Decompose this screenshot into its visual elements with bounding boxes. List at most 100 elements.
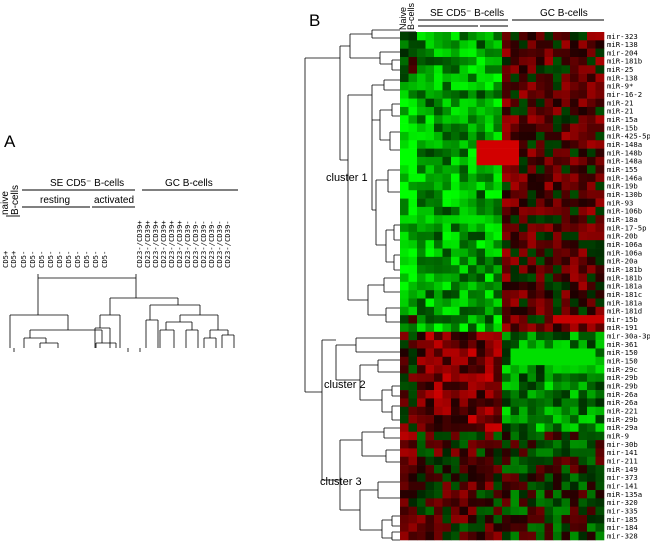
heatmap-cell (595, 398, 605, 408)
heatmap-cell (417, 315, 426, 324)
heatmap-cell (519, 131, 528, 141)
heatmap-cell (459, 373, 469, 383)
heatmap-cell (544, 531, 554, 541)
heatmap-cell (468, 465, 477, 474)
heatmap-cell (485, 456, 494, 466)
heatmap-cell (434, 431, 443, 441)
mirna-label: miR-20a (607, 257, 638, 266)
heatmap-cell (459, 323, 469, 333)
heatmap-cell (408, 165, 418, 174)
heatmap-cell (493, 340, 503, 349)
heatmap-cell (502, 273, 511, 283)
heatmap-cell (544, 306, 554, 316)
heatmap-cell (595, 148, 605, 158)
heatmap-cell (442, 40, 452, 49)
heatmap-cell (544, 140, 554, 149)
heatmap-cell (595, 215, 605, 224)
heatmap-cell (493, 32, 503, 41)
heatmap-cell (510, 473, 520, 483)
heatmap-cell (485, 315, 494, 324)
heatmap-cell (485, 348, 494, 358)
heatmap-cell (451, 231, 460, 241)
heatmap-cell (476, 423, 486, 433)
heatmap-cell (442, 365, 452, 374)
heatmap-cell (434, 456, 443, 466)
heatmap-cell (510, 323, 520, 333)
heatmap-cell (536, 431, 545, 441)
heatmap-cell (544, 206, 554, 216)
heatmap-cell (493, 331, 503, 341)
heatmap-cell (544, 248, 554, 258)
heatmap-cell (502, 106, 511, 116)
heatmap-cell (408, 123, 418, 133)
heatmap-cell (476, 348, 486, 358)
heatmap-cell (434, 398, 443, 408)
heatmap-cell (485, 98, 494, 108)
heatmap-cell (476, 273, 486, 283)
heatmap-cell (544, 81, 554, 91)
heatmap-cell (587, 281, 596, 291)
heatmap-cell (459, 256, 469, 266)
heatmap-cell (519, 515, 528, 524)
heatmap-cell (510, 290, 520, 299)
heatmap-cell (408, 131, 418, 141)
heatmap-cell (595, 198, 605, 208)
heatmap-cell (510, 173, 520, 183)
heatmap-cell (519, 406, 528, 416)
heatmap-cell (570, 415, 579, 424)
heatmap-cell (502, 73, 511, 83)
se-group-label: SE CD5⁻ B-cells (50, 178, 124, 189)
heatmap-cell (485, 240, 494, 249)
heatmap-cell (476, 90, 486, 99)
heatmap-cell (434, 315, 443, 324)
heatmap-cell (519, 415, 528, 424)
heatmap-cell (527, 456, 537, 466)
heatmap-cell (527, 281, 537, 291)
heatmap-cell (561, 181, 571, 191)
heatmap-cell (417, 231, 426, 241)
heatmap-cell (544, 156, 554, 166)
heatmap-cell (561, 356, 571, 366)
heatmap-cell (425, 473, 435, 483)
heatmap-cell (536, 190, 545, 199)
heatmap-cell (502, 481, 511, 491)
heatmap-cell (417, 56, 426, 66)
heatmap-cell (527, 256, 537, 266)
heatmap-cell (502, 515, 511, 524)
heatmap-cell (536, 340, 545, 349)
heatmap-cell (595, 331, 605, 341)
heatmap-cell (502, 490, 511, 499)
heatmap-cell (519, 273, 528, 283)
heatmap-cell (400, 331, 409, 341)
heatmap-cell (442, 106, 452, 116)
heatmap-cell (527, 365, 537, 374)
heatmap-cell (476, 506, 486, 516)
heatmap-cell (544, 281, 554, 291)
heatmap-cell (451, 506, 460, 516)
sample-label: CD23-/CD39- (191, 220, 200, 268)
heatmap-cell (468, 248, 477, 258)
mirna-label: miR-15a (607, 115, 638, 124)
heatmap-cell (476, 531, 486, 541)
heatmap-cell (553, 265, 562, 274)
heatmap-cell (510, 165, 520, 174)
heatmap-cell (451, 440, 460, 449)
heatmap-cell (400, 306, 409, 316)
heatmap-cell (459, 348, 469, 358)
heatmap-cell (408, 190, 418, 199)
sample-label: CD5- (73, 251, 82, 268)
heatmap-cell (553, 490, 562, 499)
heatmap-cell (442, 381, 452, 391)
heatmap-cell (578, 140, 588, 149)
heatmap-cell (553, 473, 562, 483)
heatmap-cell (493, 265, 503, 274)
heatmap-cell (595, 456, 605, 466)
heatmap-cell (417, 373, 426, 383)
heatmap-cell (570, 273, 579, 283)
heatmap-cell (417, 73, 426, 83)
heatmap-cell (434, 73, 443, 83)
sample-label: CD23-/CD39+ (151, 220, 160, 268)
heatmap-cell (476, 265, 486, 274)
heatmap-cell (476, 181, 486, 191)
heatmap-cell (442, 206, 452, 216)
